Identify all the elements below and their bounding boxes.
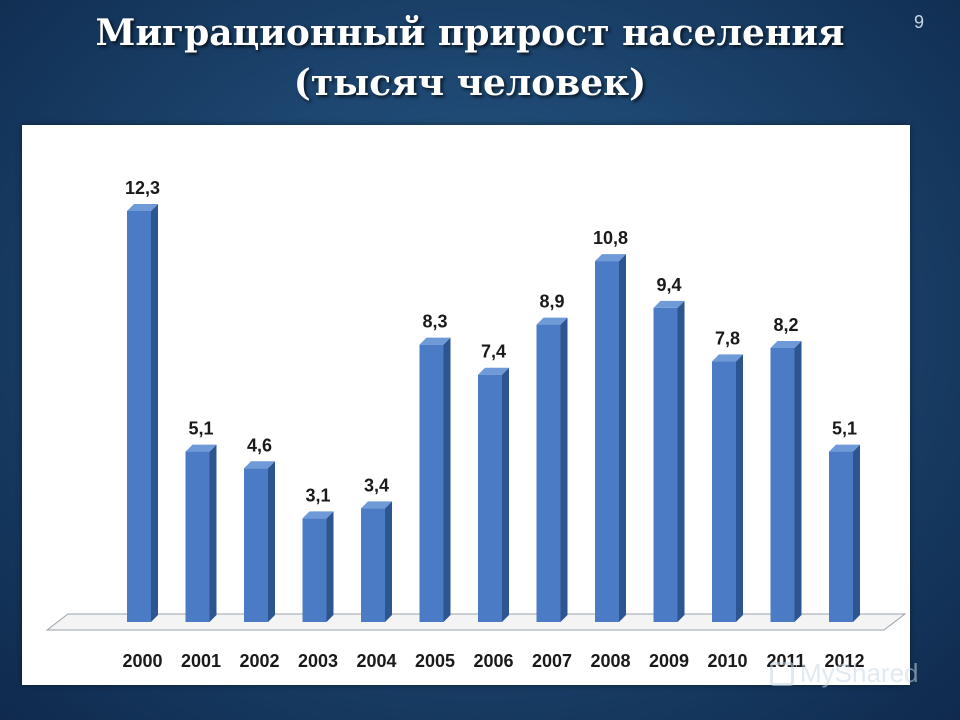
bar-side-2012 <box>853 444 860 622</box>
bar-top-2002 <box>244 461 275 469</box>
bar-top-2005 <box>419 337 451 345</box>
bar-2005 <box>419 344 444 622</box>
page-number: 9 <box>913 12 924 32</box>
bar-2001 <box>185 451 210 622</box>
x-tick-label-2008: 2008 <box>590 651 630 671</box>
chart-panel: 12,3 2000 5,1 2001 4,6 2002 3,1 2003 3,4 2004 8,3 2… <box>22 125 910 685</box>
bar-2008 <box>595 261 619 622</box>
bar-top-2000 <box>127 204 158 211</box>
bar-2006 <box>478 374 502 622</box>
bar-2004 <box>361 508 385 622</box>
data-label-2006: 7,4 <box>481 342 506 362</box>
data-label-2010: 7,8 <box>715 328 740 348</box>
bar-2011 <box>770 348 795 622</box>
x-tick-label-2007: 2007 <box>532 651 572 671</box>
bar-2002 <box>244 468 268 622</box>
bar-2000 <box>127 211 151 622</box>
data-label-2011: 8,2 <box>773 315 798 335</box>
bar-side-2001 <box>209 444 217 622</box>
data-label-2002: 4,6 <box>247 435 272 455</box>
bar-side-2004 <box>385 501 392 622</box>
data-label-2012: 5,1 <box>832 419 857 439</box>
bar-side-2005 <box>443 337 451 622</box>
bar-2007 <box>536 324 561 622</box>
bar-side-2008 <box>619 254 626 622</box>
x-tick-label-2001: 2001 <box>181 651 221 671</box>
watermark-text: MyShared <box>800 658 919 688</box>
bar-2003 <box>302 518 327 622</box>
watermark: MyShared <box>770 658 919 689</box>
x-tick-label-2002: 2002 <box>239 651 279 671</box>
data-label-2009: 9,4 <box>656 275 681 295</box>
watermark-logo-icon <box>770 661 794 686</box>
data-label-2007: 8,9 <box>539 292 564 312</box>
bar-side-2006 <box>502 367 509 622</box>
bar-side-2009 <box>677 300 685 622</box>
bar-2012 <box>829 451 853 622</box>
bar-top-2009 <box>653 300 685 308</box>
x-tick-label-2003: 2003 <box>298 651 338 671</box>
bar-2010 <box>712 361 736 622</box>
data-label-2001: 5,1 <box>188 419 213 439</box>
bar-side-2007 <box>560 317 568 622</box>
x-tick-label-2011: 2011 <box>766 651 805 671</box>
x-tick-label-2009: 2009 <box>649 651 689 671</box>
bar-chart: 12,3 2000 5,1 2001 4,6 2002 3,1 2003 3,4 2004 8,3 2… <box>45 178 907 671</box>
data-label-2005: 8,3 <box>422 312 447 332</box>
bar-side-2000 <box>151 204 158 622</box>
x-tick-label-2012: 2012 <box>824 651 864 671</box>
x-tick-label-2004: 2004 <box>356 651 396 671</box>
bar-side-2002 <box>268 461 275 622</box>
bar-side-2010 <box>736 354 743 622</box>
bar-top-2003 <box>302 511 334 519</box>
bar-top-2008 <box>595 254 626 262</box>
bar-top-2001 <box>185 444 217 452</box>
data-label-2000: 12,3 <box>125 178 160 198</box>
data-label-2004: 3,4 <box>364 475 389 495</box>
bar-top-2007 <box>536 317 568 325</box>
bar-top-2012 <box>829 444 860 452</box>
slide-title: Миграционный прирост населения (тысяч че… <box>0 8 940 108</box>
x-tick-label-2005: 2005 <box>415 651 455 671</box>
data-label-2003: 3,1 <box>305 485 330 505</box>
bar-top-2006 <box>478 367 509 375</box>
x-tick-label-2006: 2006 <box>473 651 513 671</box>
x-tick-label-2010: 2010 <box>707 651 747 671</box>
bar-side-2003 <box>326 511 334 622</box>
title-line-2: (тысяч человек) <box>293 62 647 104</box>
bar-side-2011 <box>794 341 802 622</box>
x-tick-label-2000: 2000 <box>122 651 162 671</box>
bar-top-2004 <box>361 501 392 509</box>
bar-2009 <box>653 307 678 622</box>
title-line-1: Миграционный прирост населения <box>95 12 845 54</box>
data-label-2008: 10,8 <box>593 228 628 248</box>
bar-top-2010 <box>712 354 743 362</box>
bar-top-2011 <box>770 341 802 348</box>
